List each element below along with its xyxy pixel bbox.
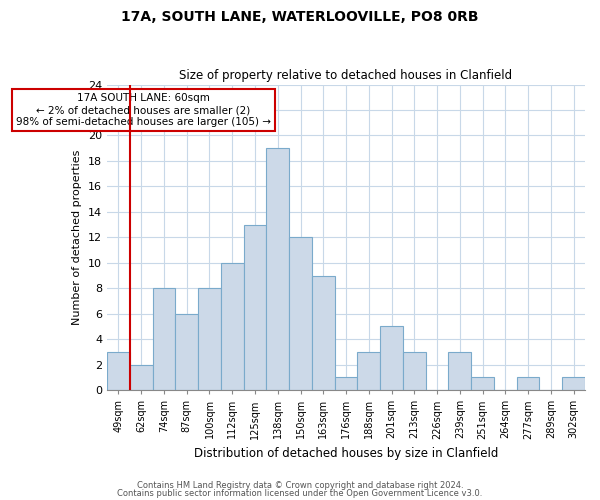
Bar	[130, 364, 152, 390]
Bar	[107, 352, 130, 390]
Bar	[517, 378, 539, 390]
Bar	[471, 378, 494, 390]
Y-axis label: Number of detached properties: Number of detached properties	[73, 150, 82, 325]
Bar	[358, 352, 380, 390]
Bar	[221, 263, 244, 390]
Bar	[562, 378, 585, 390]
Bar	[152, 288, 175, 390]
Bar	[335, 378, 358, 390]
Bar	[289, 238, 312, 390]
Title: Size of property relative to detached houses in Clanfield: Size of property relative to detached ho…	[179, 69, 512, 82]
Bar	[244, 224, 266, 390]
Text: Contains public sector information licensed under the Open Government Licence v3: Contains public sector information licen…	[118, 488, 482, 498]
Bar	[198, 288, 221, 390]
X-axis label: Distribution of detached houses by size in Clanfield: Distribution of detached houses by size …	[194, 447, 498, 460]
Bar	[312, 276, 335, 390]
Bar	[380, 326, 403, 390]
Bar	[175, 314, 198, 390]
Text: 17A, SOUTH LANE, WATERLOOVILLE, PO8 0RB: 17A, SOUTH LANE, WATERLOOVILLE, PO8 0RB	[121, 10, 479, 24]
Bar	[403, 352, 425, 390]
Bar	[266, 148, 289, 390]
Text: 17A SOUTH LANE: 60sqm
← 2% of detached houses are smaller (2)
98% of semi-detach: 17A SOUTH LANE: 60sqm ← 2% of detached h…	[16, 94, 271, 126]
Text: Contains HM Land Registry data © Crown copyright and database right 2024.: Contains HM Land Registry data © Crown c…	[137, 481, 463, 490]
Bar	[448, 352, 471, 390]
